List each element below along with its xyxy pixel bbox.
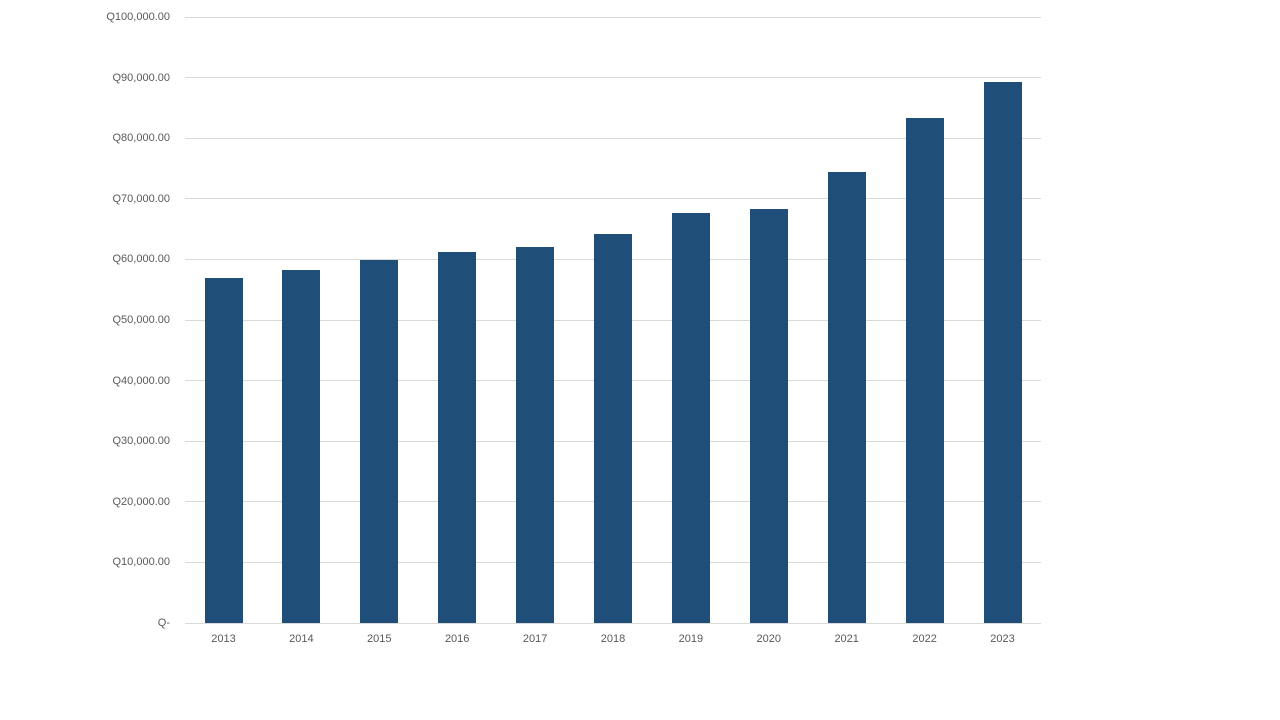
- bar-2020: [749, 209, 788, 623]
- y-tick-label: Q90,000.00: [112, 71, 171, 84]
- x-tick-label: 2015: [367, 633, 392, 645]
- bar-2019: [671, 213, 710, 623]
- bar-2021: [827, 171, 866, 623]
- bar-2022: [905, 118, 944, 623]
- x-tick-label: 2019: [678, 633, 704, 645]
- x-tick-label: 2023: [990, 633, 1015, 645]
- gridline: [185, 198, 1041, 200]
- plot-area: [185, 16, 1041, 624]
- bar-2018: [594, 233, 632, 623]
- x-tick-label: 2013: [211, 633, 236, 645]
- gridline: [185, 137, 1041, 139]
- x-tick-label: 2017: [522, 633, 548, 645]
- gridline: [185, 16, 1041, 18]
- bar-2015: [360, 260, 399, 623]
- gridline: [185, 77, 1041, 79]
- y-tick-label: Q20,000.00: [112, 495, 171, 508]
- y-tick-label: Q50,000.00: [112, 314, 171, 326]
- y-tick-label: Q70,000.00: [112, 192, 171, 205]
- y-tick-label: Q80,000.00: [112, 132, 171, 145]
- y-tick-label: Q10,000.00: [112, 556, 171, 569]
- gridline: [185, 622, 1041, 624]
- y-tick-label: Q40,000.00: [112, 374, 171, 387]
- x-tick-label: 2022: [912, 633, 937, 645]
- x-tick-label: 2018: [600, 633, 626, 645]
- bar-2013: [204, 278, 243, 623]
- x-tick-label: 2014: [289, 633, 314, 645]
- y-tick-label: Q100,000.00: [106, 11, 170, 23]
- bar-2023: [983, 81, 1022, 623]
- y-tick-label: Q60,000.00: [112, 253, 171, 266]
- bar-2014: [282, 270, 321, 623]
- x-tick-label: 2016: [444, 633, 470, 645]
- bar-2017: [516, 246, 555, 623]
- x-tick-label: 2021: [834, 633, 859, 645]
- y-tick-label: Q-: [157, 617, 170, 629]
- y-tick-label: Q30,000.00: [112, 435, 171, 448]
- x-tick-label: 2020: [756, 633, 782, 645]
- bar-2016: [438, 251, 477, 623]
